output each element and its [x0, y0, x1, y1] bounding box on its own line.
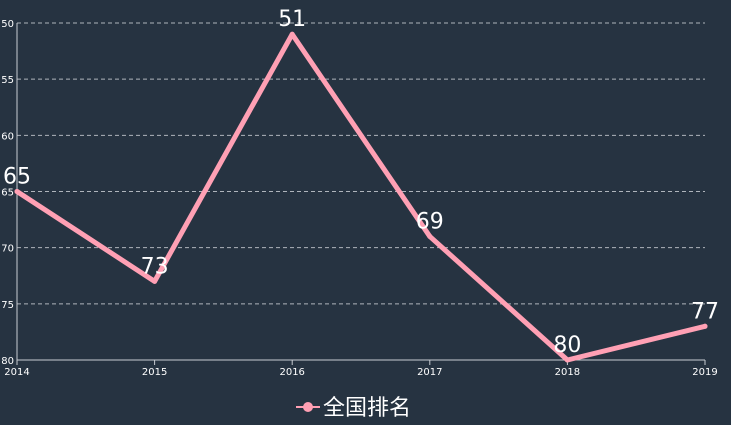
x-tick-label: 2016	[279, 367, 304, 378]
x-tick-label: 2015	[142, 367, 167, 378]
data-label-layer: 65 73 51 69 80 77	[3, 7, 719, 358]
data-point	[289, 31, 295, 37]
data-point	[152, 278, 158, 284]
y-tick-label: 70	[1, 244, 14, 255]
series-line	[14, 31, 708, 363]
y-tick-label: 55	[1, 75, 14, 86]
series-layer	[14, 31, 708, 363]
data-label: 80	[553, 333, 581, 358]
x-tick-label: 2014	[4, 367, 29, 378]
x-tick-label: 2018	[555, 367, 580, 378]
data-point	[702, 323, 708, 329]
data-point	[14, 189, 20, 194]
x-tick-label: 2017	[417, 367, 442, 378]
legend[interactable]: 全国排名	[296, 396, 411, 421]
y-tick-label: 75	[1, 300, 14, 311]
data-label: 69	[416, 209, 444, 234]
data-label: 65	[3, 165, 31, 190]
y-tick-label: 60	[1, 131, 14, 142]
legend-marker	[303, 402, 313, 412]
data-label: 77	[691, 299, 719, 324]
data-label: 51	[278, 7, 306, 32]
y-tick-label: 80	[1, 356, 14, 367]
y-tick-label: 65	[1, 188, 14, 199]
data-point	[427, 233, 433, 239]
data-point	[564, 357, 570, 363]
x-tick-label: 2019	[692, 367, 717, 378]
data-label: 73	[141, 254, 169, 279]
legend-label: 全国排名	[323, 396, 411, 421]
y-tick-label: 50	[1, 19, 14, 30]
